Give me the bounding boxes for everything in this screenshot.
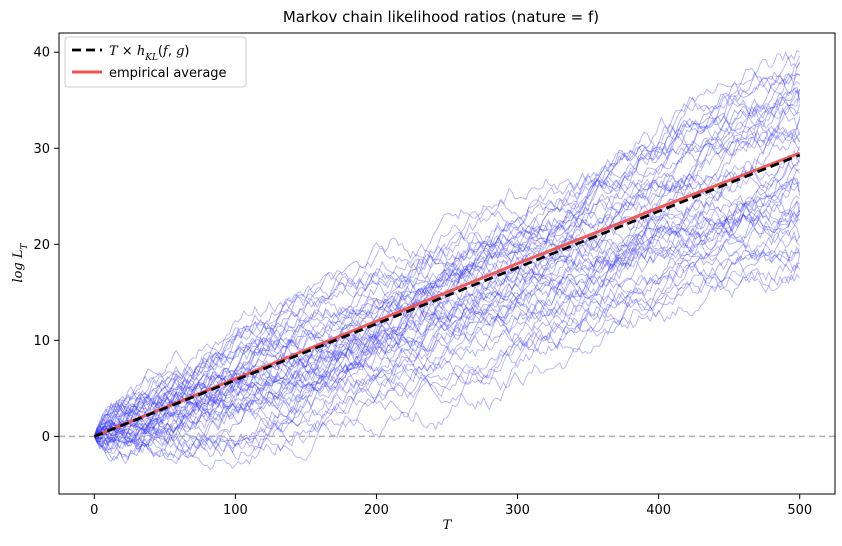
y-tick-label: 20: [33, 238, 50, 253]
y-tick-label: 30: [33, 142, 50, 157]
sample-path-line: [94, 202, 801, 437]
sample-path-line: [94, 254, 801, 437]
chart-title: Markov chain likelihood ratios (nature =…: [283, 8, 599, 26]
sample-path-line: [93, 156, 800, 454]
sample-path-line: [94, 229, 801, 449]
sample-path-line: [93, 238, 801, 465]
sample-path-line: [93, 251, 800, 461]
sample-path-line: [93, 55, 801, 438]
sample-path-line: [93, 145, 801, 471]
y-axis-label: log LT: [11, 242, 30, 282]
sample-path-line: [93, 210, 800, 439]
x-axis-label: T: [443, 518, 453, 533]
sample-path-line: [93, 199, 800, 447]
sample-path-line: [93, 90, 801, 450]
sample-path-line: [93, 156, 801, 461]
sample-path-line: [93, 77, 801, 437]
sample-path-line: [93, 208, 801, 437]
sample-path-line: [93, 168, 801, 440]
sample-path-line: [93, 62, 801, 445]
sample-path-line: [94, 49, 800, 438]
legend: T × hKL(f, g) empirical average: [64, 36, 247, 88]
y-axis-ticks: 0 10 20 30 40: [33, 46, 59, 445]
x-tick-label: 200: [364, 503, 389, 518]
sample-path-line: [94, 128, 801, 444]
sample-path-line: [93, 122, 801, 437]
sample-path-line: [93, 106, 800, 447]
sample-path-line: [93, 125, 801, 450]
sample-path-line: [93, 103, 801, 437]
x-tick-label: 0: [90, 503, 98, 518]
sample-path-line: [93, 177, 801, 458]
legend-average-label: empirical average: [109, 66, 227, 81]
plot-frame: [58, 32, 836, 495]
sample-path-line: [93, 176, 800, 437]
legend-box: [64, 36, 247, 88]
x-tick-label: 100: [223, 503, 248, 518]
sample-path-line: [94, 132, 801, 440]
x-tick-label: 400: [646, 503, 671, 518]
theoretical-line: [93, 153, 801, 438]
sample-path-line: [94, 88, 801, 437]
sample-path-line: [94, 55, 801, 437]
sample-path-line: [93, 195, 800, 451]
sample-path-line: [93, 182, 800, 461]
x-tick-label: 500: [787, 503, 812, 518]
sample-path-line: [94, 115, 801, 465]
x-tick-label: 300: [505, 503, 530, 518]
sample-path-line: [94, 221, 801, 452]
sample-path-line: [94, 87, 801, 443]
sample-path-line: [93, 181, 801, 437]
sample-path-line: [93, 199, 801, 446]
sample-path-line: [94, 73, 801, 444]
sample-path-line: [93, 115, 801, 443]
sample-path-line: [94, 231, 801, 454]
legend-theoretical-label: T × hKL(f, g): [109, 44, 189, 63]
y-tick-label: 10: [33, 334, 50, 349]
y-tick-label: 40: [33, 46, 50, 61]
sample-path-line: [93, 149, 800, 444]
sample-path-line: [93, 178, 801, 451]
sample-path-line: [94, 72, 800, 437]
x-axis-ticks: 0 100 200 300 400 500: [90, 494, 812, 518]
sample-path-line: [93, 67, 800, 445]
sample-path-line: [93, 230, 801, 459]
sample-path-line: [94, 270, 801, 440]
sample-path-line: [94, 248, 800, 440]
sample-path-line: [93, 200, 801, 437]
sample-paths: [93, 49, 801, 471]
sample-path-line: [93, 161, 800, 458]
sample-path-line: [94, 105, 801, 437]
sample-path-line: [93, 206, 801, 448]
y-tick-label: 0: [42, 430, 50, 445]
